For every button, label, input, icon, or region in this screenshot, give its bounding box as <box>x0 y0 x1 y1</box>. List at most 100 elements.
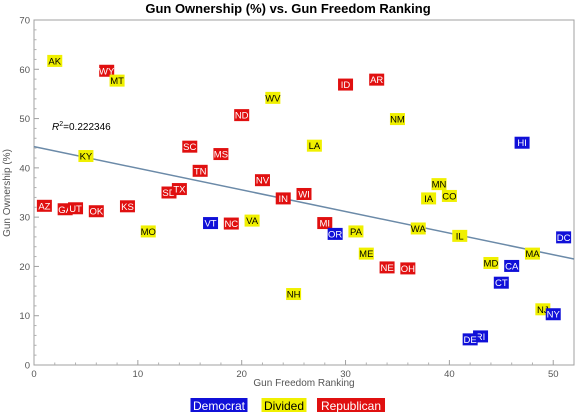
data-point-marker <box>213 148 229 161</box>
x-axis-ticks: 0 10 20 30 40 50 <box>31 360 559 380</box>
data-point-in: IN <box>275 192 291 205</box>
data-point-label: LA <box>309 141 321 152</box>
data-point-marker <box>431 178 447 191</box>
data-point-label: ND <box>235 111 249 122</box>
data-point-marker <box>524 247 540 260</box>
data-point-az: AZ <box>36 199 52 212</box>
data-point-marker <box>462 333 478 346</box>
data-point-nc: NC <box>223 217 239 230</box>
data-point-wy: WY <box>99 64 115 77</box>
y-tick-label: 50 <box>19 114 30 125</box>
legend-label: Democrat <box>193 399 246 413</box>
data-point-marker <box>88 205 104 218</box>
data-point-label: AK <box>48 56 61 67</box>
data-point-ok: OK <box>88 205 104 218</box>
data-point-label: MT <box>110 76 124 87</box>
data-point-label: NM <box>390 115 405 126</box>
data-point-wv: WV <box>265 91 281 104</box>
data-point-marker <box>254 174 270 187</box>
data-point-label: HI <box>517 138 527 149</box>
data-point-label: NJ <box>537 305 549 316</box>
legend-item-democrat: Democrat <box>190 398 248 413</box>
x-tick-label: 20 <box>236 369 247 380</box>
data-point-marker <box>223 217 239 230</box>
data-point-label: WV <box>265 93 281 104</box>
data-point-nd: ND <box>234 109 250 122</box>
data-point-mi: MI <box>317 217 333 230</box>
data-point-marker <box>327 227 343 240</box>
y-tick-label: 30 <box>19 213 30 224</box>
data-point-ny: NY <box>545 308 561 321</box>
data-point-label: KS <box>121 202 134 213</box>
data-point-label: NY <box>547 310 561 321</box>
legend-swatch <box>317 398 385 412</box>
data-point-tn: TN <box>192 164 208 177</box>
data-point-ky: KY <box>78 150 94 163</box>
data-point-marker <box>119 200 135 213</box>
data-point-marker <box>556 231 572 244</box>
data-point-de: DE <box>462 333 478 346</box>
data-point-ca: CA <box>504 259 520 272</box>
data-point-label: WY <box>99 66 115 77</box>
data-point-nv: NV <box>254 174 270 187</box>
data-point-label: GA <box>58 205 72 216</box>
data-point-label: OR <box>328 229 342 240</box>
legend-swatch <box>190 398 248 412</box>
data-point-label: IN <box>278 194 288 205</box>
data-point-label: VT <box>204 219 216 230</box>
data-point-label: TX <box>173 185 186 196</box>
data-point-marker <box>275 192 291 205</box>
x-tick-label: 0 <box>31 369 36 380</box>
legend-label: Divided <box>264 399 304 413</box>
data-point-mo: MO <box>141 225 156 238</box>
data-point-marker <box>68 202 84 215</box>
data-point-marker <box>192 164 208 177</box>
data-point-marker <box>99 64 115 77</box>
data-point-ct: CT <box>493 276 509 289</box>
data-point-label: DE <box>464 335 477 346</box>
data-point-marker <box>140 225 156 238</box>
data-point-label: CT <box>495 278 508 289</box>
y-tick-label: 10 <box>19 311 30 322</box>
data-point-label: OK <box>89 207 103 218</box>
data-point-or: OR <box>327 227 343 240</box>
data-point-wa: WA <box>410 222 426 235</box>
data-point-marker <box>358 247 374 260</box>
data-point-marker <box>421 192 437 205</box>
data-point-marker <box>296 187 312 200</box>
data-point-nh: NH <box>286 288 302 301</box>
data-point-va: VA <box>244 214 260 227</box>
data-point-label: OH <box>401 264 415 275</box>
data-point-label: SC <box>183 142 196 153</box>
data-point-il: IL <box>452 229 468 242</box>
data-point-me: ME <box>358 247 374 260</box>
data-point-mn: MN <box>431 178 447 191</box>
data-point-label: NC <box>224 219 238 230</box>
legend: Democrat Divided Republican <box>190 398 385 413</box>
data-point-id: ID <box>338 78 354 91</box>
data-point-label: SD <box>162 188 175 199</box>
data-point-label: MN <box>432 180 447 191</box>
y-tick-label: 20 <box>19 262 30 273</box>
data-point-ms: MS <box>213 148 229 161</box>
data-point-label: KY <box>80 152 93 163</box>
y-tick-label: 60 <box>19 65 30 76</box>
data-point-label: MA <box>525 249 540 260</box>
data-point-label: NE <box>380 263 393 274</box>
data-point-marker <box>109 74 125 87</box>
x-axis-label: Gun Freedom Ranking <box>253 378 354 389</box>
data-point-marker <box>171 183 187 196</box>
data-point-label: NV <box>256 176 270 187</box>
data-point-ma: MA <box>524 247 540 260</box>
data-point-marker <box>452 229 468 242</box>
data-point-label: VA <box>246 216 259 227</box>
data-point-label: AR <box>370 75 383 86</box>
data-point-marker <box>265 91 281 104</box>
data-point-marker <box>234 109 250 122</box>
data-point-ar: AR <box>369 73 385 86</box>
y-tick-label: 70 <box>19 16 30 27</box>
data-point-marker <box>286 288 302 301</box>
data-point-marker <box>545 308 561 321</box>
data-point-label: DC <box>557 233 571 244</box>
data-point-sc: SC <box>182 140 198 153</box>
